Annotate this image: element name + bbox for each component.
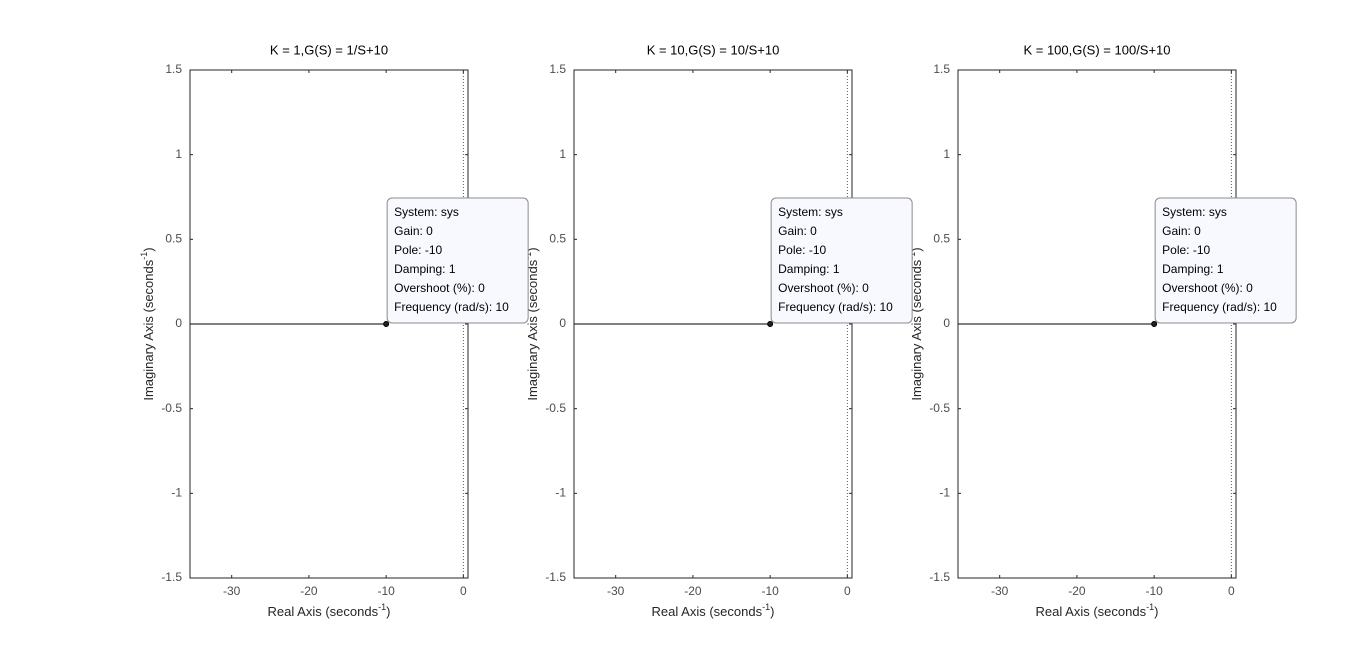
y-axis-label: Imaginary Axis (seconds-1) (139, 247, 156, 400)
y-tick-label: 0 (175, 316, 182, 330)
y-tick-label: -1 (555, 486, 566, 500)
datatip-line: Frequency (rad/s): 10 (778, 300, 893, 314)
x-axis-label: Real Axis (seconds-1) (1036, 602, 1159, 619)
y-tick-label: -0.5 (545, 401, 566, 415)
x-tick-label: 0 (1228, 584, 1235, 598)
datatip-line: Pole: -10 (778, 243, 826, 257)
x-tick-label: -20 (300, 584, 318, 598)
x-axis-label: Real Axis (seconds-1) (268, 602, 391, 619)
y-axis-label-end: ) (141, 247, 156, 251)
y-axis-label-main: Imaginary Axis (seconds (909, 259, 924, 400)
y-axis-label-main: Imaginary Axis (seconds (525, 259, 540, 400)
datatip-line: Overshoot (%): 0 (1162, 281, 1253, 295)
y-tick-label: 0 (559, 316, 566, 330)
datatip-box (1154, 197, 1297, 324)
x-tick-label: 0 (460, 584, 467, 598)
datatip-line: Overshoot (%): 0 (778, 281, 869, 295)
datatip-line: Overshoot (%): 0 (394, 281, 485, 295)
y-tick-label: 1 (943, 147, 950, 161)
x-tick-label: -10 (1145, 584, 1163, 598)
x-tick-label: -20 (684, 584, 702, 598)
pole-marker (767, 321, 774, 327)
x-axis-label-end: ) (770, 604, 774, 619)
y-tick-label: -1.5 (929, 570, 950, 584)
y-tick-label: 1.5 (549, 62, 566, 76)
datatip-line: Frequency (rad/s): 10 (1162, 300, 1277, 314)
x-axis-label-main: Real Axis (seconds (652, 604, 763, 619)
y-tick-label: 1 (175, 147, 182, 161)
datatip-box (770, 197, 913, 324)
datatip-line: System: sys (1162, 205, 1227, 219)
y-tick-label: -1 (171, 486, 182, 500)
y-axis-label-end: ) (909, 247, 924, 251)
chart-title: K = 100,G(S) = 100/S+10 (1023, 42, 1170, 57)
datatip-line: Damping: 1 (1162, 262, 1224, 276)
datatip-line: Gain: 0 (778, 224, 817, 238)
pole-marker (1151, 321, 1158, 327)
y-tick-label: -1.5 (545, 570, 566, 584)
x-tick-label: -10 (761, 584, 779, 598)
datatip-line: Damping: 1 (394, 262, 456, 276)
datatip-line: Pole: -10 (394, 243, 442, 257)
axes-box (189, 69, 469, 579)
y-tick-label: -0.5 (929, 401, 950, 415)
chart-title: K = 1,G(S) = 1/S+10 (270, 42, 388, 57)
y-axis-label-sup: -1 (139, 252, 149, 260)
axes-box (957, 69, 1237, 579)
datatip-line: System: sys (778, 205, 843, 219)
y-tick-label: 0 (943, 316, 950, 330)
y-tick-label: -1 (939, 486, 950, 500)
y-axis-label-main: Imaginary Axis (seconds (141, 259, 156, 400)
y-tick-label: 0.5 (549, 232, 566, 246)
datatip-line: Pole: -10 (1162, 243, 1210, 257)
datatip-line: Frequency (rad/s): 10 (394, 300, 509, 314)
x-tick-label: -10 (377, 584, 395, 598)
x-tick-label: -30 (991, 584, 1009, 598)
x-axis-label: Real Axis (seconds-1) (652, 602, 775, 619)
x-axis-label-end: ) (1154, 604, 1158, 619)
x-tick-label: 0 (844, 584, 851, 598)
x-tick-label: -30 (223, 584, 241, 598)
x-axis-label-end: ) (386, 604, 390, 619)
y-tick-label: 1.5 (165, 62, 182, 76)
y-tick-label: -0.5 (161, 401, 182, 415)
x-tick-label: -30 (607, 584, 625, 598)
x-axis-label-main: Real Axis (seconds (1036, 604, 1147, 619)
datatip-line: System: sys (394, 205, 459, 219)
y-tick-label: 1 (559, 147, 566, 161)
y-tick-label: 0.5 (933, 232, 950, 246)
y-tick-label: 1.5 (933, 62, 950, 76)
datatip-line: Damping: 1 (778, 262, 840, 276)
y-axis-label-end: ) (525, 247, 540, 251)
x-tick-label: -20 (1068, 584, 1086, 598)
x-axis-label-sup: -1 (1146, 602, 1154, 612)
axes-box (573, 69, 853, 579)
datatip-line: Gain: 0 (394, 224, 433, 238)
y-tick-label: 0.5 (165, 232, 182, 246)
pole-marker (383, 321, 390, 327)
datatip-line: Gain: 0 (1162, 224, 1201, 238)
x-axis-label-main: Real Axis (seconds (268, 604, 379, 619)
datatip-box (386, 197, 529, 324)
x-axis-label-sup: -1 (378, 602, 386, 612)
y-tick-label: -1.5 (161, 570, 182, 584)
x-axis-label-sup: -1 (762, 602, 770, 612)
chart-title: K = 10,G(S) = 10/S+10 (647, 42, 780, 57)
